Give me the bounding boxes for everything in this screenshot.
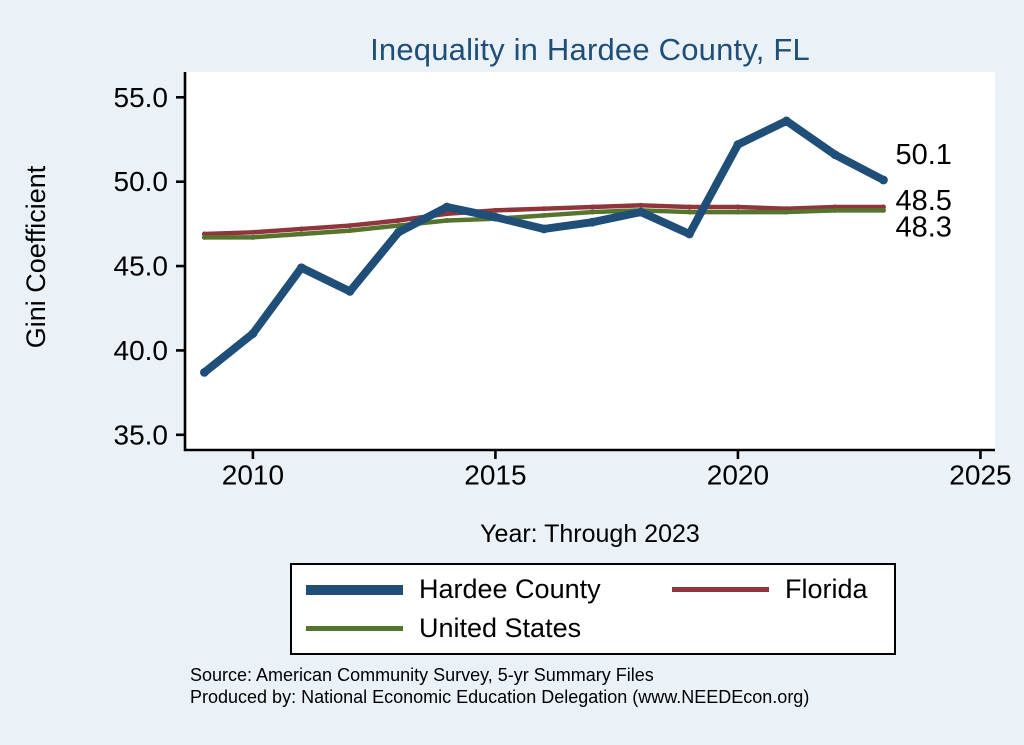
- plot-background: [185, 72, 995, 450]
- legend-item-united-states: United States: [304, 613, 658, 644]
- marker-united-states: [395, 223, 401, 229]
- marker-florida: [395, 218, 401, 223]
- legend-label-hardee-county: Hardee County: [419, 574, 601, 605]
- marker-florida: [298, 226, 304, 232]
- y-tick-label: 55.0: [114, 82, 169, 113]
- marker-florida: [444, 211, 450, 217]
- source-note: Source: American Community Survey, 5-yr …: [190, 665, 654, 685]
- marker-florida: [347, 223, 353, 229]
- marker-united-states: [347, 228, 353, 234]
- marker-united-states: [589, 209, 595, 215]
- marker-florida: [686, 204, 692, 210]
- marker-united-states: [880, 207, 886, 213]
- legend-row-1: Hardee County Florida: [304, 573, 882, 607]
- chart-title: Inequality in Hardee County, FL: [370, 32, 810, 67]
- x-tick-label: 2025: [949, 460, 1011, 491]
- end-label-florida: 48.5: [895, 185, 951, 217]
- marker-united-states: [686, 209, 692, 215]
- marker-hardee-county: [588, 217, 597, 227]
- marker-hardee-county: [394, 227, 403, 237]
- marker-hardee-county: [636, 207, 646, 217]
- y-tick-label: 50.0: [114, 166, 169, 197]
- legend-item-hardee-county: Hardee County: [304, 574, 658, 605]
- marker-hardee-county: [442, 202, 452, 212]
- marker-hardee-county: [879, 175, 888, 185]
- marker-hardee-county: [830, 150, 840, 160]
- y-tick-label: 40.0: [114, 335, 169, 366]
- marker-florida: [589, 204, 595, 210]
- marker-hardee-county: [685, 229, 694, 239]
- marker-hardee-county: [539, 224, 549, 234]
- marker-united-states: [735, 209, 741, 215]
- marker-hardee-county: [782, 116, 791, 126]
- marker-united-states: [201, 234, 207, 240]
- legend: Hardee County Florida United States: [290, 563, 896, 655]
- x-tick-label: 2020: [707, 460, 769, 491]
- x-tick-label: 2010: [222, 460, 284, 491]
- producer-note: Produced by: National Economic Education…: [190, 687, 810, 707]
- y-tick-label: 45.0: [114, 251, 169, 282]
- x-tick-label: 2015: [464, 460, 526, 491]
- marker-florida: [492, 207, 498, 213]
- marker-hardee-county: [248, 329, 258, 338]
- x-axis-label: Year: Through 2023: [480, 520, 700, 548]
- marker-united-states: [444, 218, 450, 223]
- legend-item-florida: Florida: [672, 574, 868, 605]
- marker-hardee-county: [297, 263, 306, 273]
- marker-united-states: [250, 234, 256, 240]
- legend-label-florida: Florida: [785, 574, 868, 605]
- marker-florida: [638, 202, 644, 208]
- marker-hardee-county: [733, 140, 743, 149]
- florida-line-swatch: [672, 587, 769, 593]
- hardee-county-line-swatch: [306, 584, 403, 595]
- legend-label-united-states: United States: [419, 612, 582, 643]
- marker-florida: [541, 206, 547, 212]
- marker-united-states: [783, 209, 789, 215]
- marker-florida: [735, 204, 741, 210]
- end-label-united-states: 48.3: [895, 211, 951, 243]
- marker-hardee-county: [345, 286, 355, 296]
- legend-row-2: United States: [304, 612, 882, 646]
- marker-hardee-county: [491, 212, 500, 222]
- end-label-hardee-county: 50.1: [895, 139, 951, 171]
- marker-florida: [250, 229, 256, 235]
- axis-lines: [183, 72, 995, 452]
- y-tick-label: 35.0: [114, 419, 169, 450]
- united-states-line-swatch: [306, 625, 403, 631]
- marker-hardee-county: [200, 367, 209, 377]
- marker-united-states: [541, 212, 547, 218]
- marker-united-states: [832, 207, 838, 213]
- marker-united-states: [298, 231, 304, 237]
